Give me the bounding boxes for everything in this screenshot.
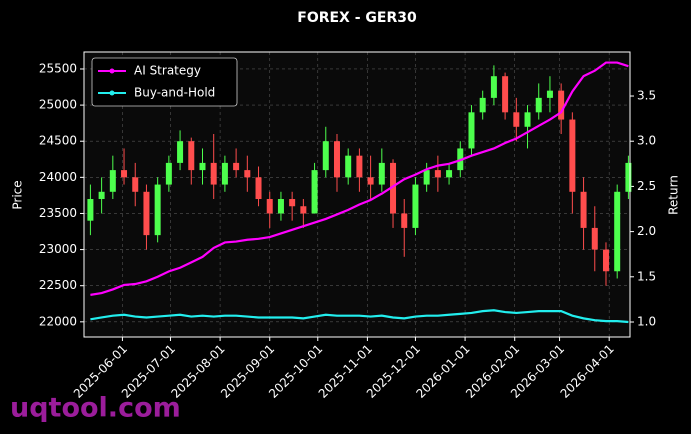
candle-body [109, 170, 116, 192]
legend: AI Strategy Buy-and-Hold [91, 57, 238, 107]
candle-body [546, 90, 553, 98]
candle-body [513, 112, 520, 127]
candle-body [356, 155, 363, 178]
candle-body [580, 191, 587, 228]
y-tick-label: 22000 [39, 314, 77, 328]
candle-body [199, 162, 206, 171]
y2-tick-label: 2.0 [637, 224, 656, 238]
candle-body [367, 177, 374, 185]
plot-frame [83, 51, 631, 338]
candle-body [625, 162, 632, 192]
y2-tick-label: 1.0 [637, 314, 656, 328]
y2-tick-label: 3.5 [637, 89, 656, 103]
candle-body [446, 170, 453, 178]
candle-body [401, 213, 408, 228]
y-tick-label: 23500 [39, 206, 77, 220]
y2-axis-label: Return [667, 175, 681, 215]
candle-body [266, 199, 273, 214]
legend-box [91, 57, 238, 107]
candle-body [614, 191, 621, 272]
candle-body [188, 141, 195, 171]
candle-body [602, 249, 609, 272]
candle-body [87, 199, 94, 221]
candle-body [121, 170, 128, 178]
legend-label: Buy-and-Hold [134, 86, 215, 100]
candle-body [300, 206, 307, 214]
y-tick-label: 22500 [39, 278, 77, 292]
candle-body [423, 170, 430, 185]
y-tick-label: 23000 [39, 242, 77, 256]
candle-body [165, 162, 172, 185]
y2-tick-label: 1.5 [637, 269, 656, 283]
candle-body [558, 90, 565, 120]
candle-body [322, 141, 329, 171]
candle-body [244, 170, 251, 178]
candle-body [311, 170, 318, 214]
y-tick-label: 24500 [39, 134, 77, 148]
candle-body [412, 184, 419, 228]
candle-body [221, 162, 228, 185]
y-tick-label: 25500 [39, 61, 77, 75]
candle-body [569, 119, 576, 192]
candle-body [98, 191, 105, 200]
candle-body [143, 191, 150, 236]
candle-body [132, 177, 139, 192]
legend-marker [109, 68, 115, 74]
candle-body [390, 162, 397, 214]
candle-body [154, 184, 161, 236]
candle-body [591, 227, 598, 250]
y-tick-label: 25000 [39, 98, 77, 112]
y2-tick-label: 3.0 [637, 134, 656, 148]
candle-body [468, 112, 475, 149]
candle-body [434, 170, 441, 178]
candle-body [233, 162, 240, 171]
y-tick-label: 24000 [39, 170, 77, 184]
watermark: uqtool.com [10, 393, 181, 424]
candle-body [255, 177, 262, 200]
legend-marker [109, 90, 115, 96]
candle-body [479, 97, 486, 113]
y-axis-label: Price [11, 180, 25, 209]
candle-body [490, 76, 497, 98]
legend-label: AI Strategy [134, 64, 201, 78]
candle-body [333, 141, 340, 178]
x-tick-label: 2026-04-01 [558, 342, 617, 401]
candle-body [378, 162, 385, 185]
series-line [90, 61, 629, 296]
candle-body [535, 97, 542, 113]
candle-body [277, 199, 284, 214]
candle-body [210, 162, 217, 185]
chart-title: FOREX - GER30 [297, 10, 417, 26]
y2-tick-label: 2.5 [637, 179, 656, 193]
candle-body [524, 112, 531, 127]
candle-body [502, 76, 509, 113]
series-line [90, 309, 629, 324]
candle-body [177, 141, 184, 163]
candle-body [345, 155, 352, 178]
candle-body [289, 199, 296, 207]
